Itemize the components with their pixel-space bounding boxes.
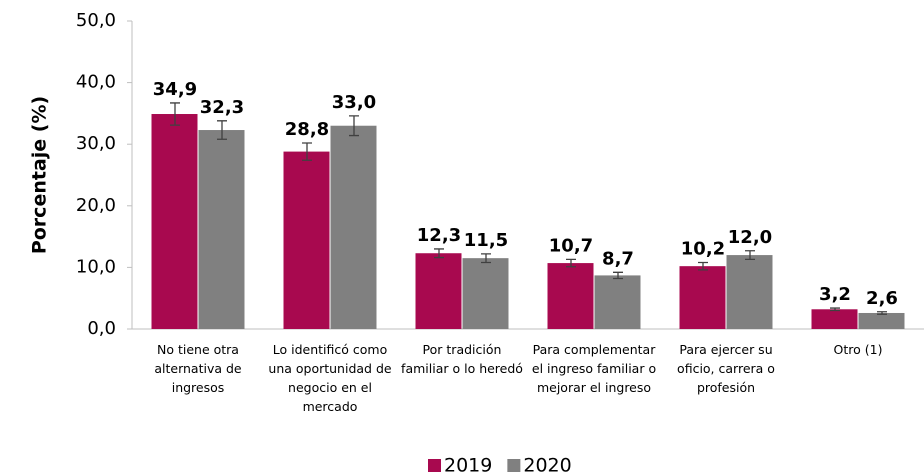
bar xyxy=(151,114,198,330)
bar xyxy=(594,275,641,329)
bar xyxy=(811,309,858,329)
data-label: 12,3 xyxy=(417,225,461,246)
data-label: 33,0 xyxy=(332,92,376,113)
error-bar xyxy=(302,142,312,161)
data-label: 11,5 xyxy=(464,230,508,251)
bar xyxy=(198,130,245,329)
bar xyxy=(858,312,905,329)
y-axis-title: Porcentaje (%) xyxy=(29,96,51,254)
data-label: 34,9 xyxy=(153,79,197,100)
error-bar xyxy=(613,271,623,280)
data-label: 3,2 xyxy=(819,284,851,305)
data-label: 8,7 xyxy=(602,248,634,269)
error-bar xyxy=(170,102,180,126)
data-label: 28,8 xyxy=(285,119,329,140)
bar xyxy=(726,255,773,329)
data-label: 10,7 xyxy=(549,235,593,256)
bar xyxy=(679,266,726,329)
y-tick-label: 50,0 xyxy=(76,10,116,31)
error-bar xyxy=(434,248,444,259)
x-tick-label: Para ejercer su oficio, carrera o profes… xyxy=(677,342,775,395)
data-label: 2,6 xyxy=(866,288,898,309)
error-bar xyxy=(830,307,840,312)
error-bar xyxy=(217,120,227,140)
error-bar xyxy=(745,250,755,261)
legend-swatch xyxy=(507,459,521,472)
bar xyxy=(462,258,509,329)
x-tick-label: Por tradición familiar o lo heredó xyxy=(401,342,523,376)
data-label: 32,3 xyxy=(200,97,244,118)
x-tick-label: Para complementar el ingreso familiar o … xyxy=(531,342,657,395)
bar xyxy=(283,151,330,329)
data-label: 10,2 xyxy=(681,238,725,259)
error-bar xyxy=(877,311,887,315)
error-bar xyxy=(481,253,491,264)
bar xyxy=(415,253,462,329)
legend-swatch xyxy=(428,459,441,472)
legend-label: 2019 xyxy=(444,455,492,475)
x-tick-label: Otro (1) xyxy=(833,342,883,357)
bar xyxy=(330,125,377,329)
y-tick-label: 30,0 xyxy=(76,133,116,154)
bar xyxy=(547,263,594,329)
x-tick-label: No tiene otra alternativa de ingresos xyxy=(154,342,242,395)
error-bar xyxy=(349,115,359,137)
x-tick-label: Lo identificó como una oportunidad de ne… xyxy=(268,342,392,414)
y-tick-label: 10,0 xyxy=(76,256,116,277)
data-label: 12,0 xyxy=(728,227,772,248)
error-bar xyxy=(566,258,576,268)
y-tick-label: 40,0 xyxy=(76,72,116,93)
y-tick-label: 20,0 xyxy=(76,195,116,216)
legend-label: 2020 xyxy=(523,455,571,475)
y-tick-label: 0,0 xyxy=(87,318,116,339)
error-bar xyxy=(698,261,708,271)
